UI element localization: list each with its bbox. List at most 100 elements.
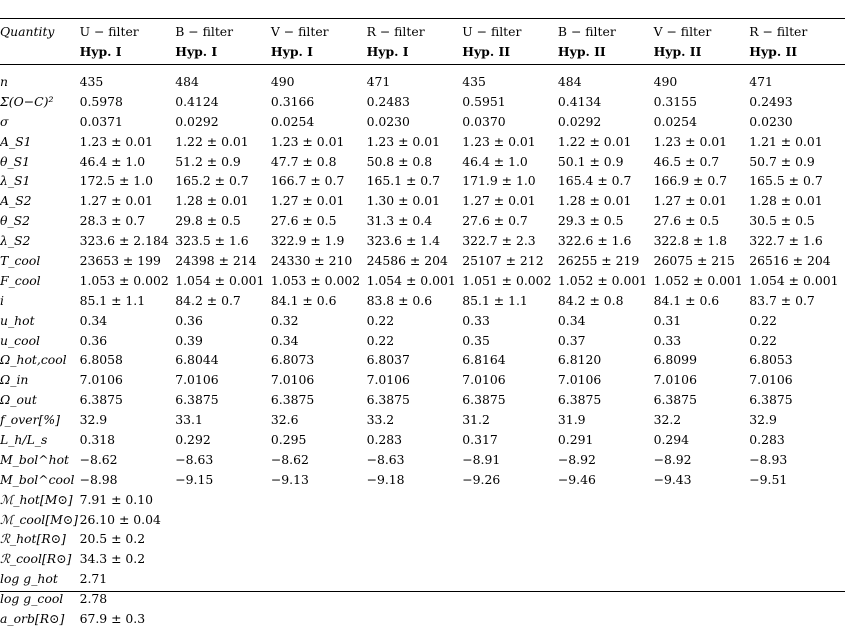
table-cell: 6.8058	[79, 352, 123, 368]
table-cell: 6.3875	[557, 392, 602, 408]
table-cell: 1.053 ± 0.002	[270, 272, 361, 288]
table-cell: −8.62	[270, 451, 309, 467]
table-row: λ_S2 323.6 ± 2.184 323.5 ± 1.6 322.9 ± 1.9 3…	[0, 233, 845, 253]
table-cell: 0.0254	[270, 113, 315, 129]
table-cell: 6.3875	[653, 392, 697, 408]
table-cell: 32.9	[79, 412, 108, 428]
row-label: log g_cool	[0, 591, 64, 607]
table-cell: 0.34	[557, 312, 586, 328]
table-cell: 1.28 ± 0.01	[749, 193, 823, 209]
table-cell: 165.4 ± 0.7	[557, 173, 632, 189]
table-row: θ_S2 28.3 ± 0.7 29.8 ± 0.5 27.6 ± 0.5 31.3 ±…	[0, 213, 845, 233]
table-cell	[749, 611, 845, 631]
table-cell: 0.3166	[270, 93, 315, 109]
table-row: Ω_hot,cool 6.8058 6.8044 6.8073 6.8037 6.8164…	[0, 352, 845, 372]
table-cell: 7.0106	[270, 372, 315, 388]
table-cell: 0.33	[462, 312, 490, 328]
header-filter: B − filter	[175, 24, 234, 39]
table-cell	[749, 551, 845, 571]
table-cell: 0.0230	[366, 113, 410, 129]
table-cell: 0.3155	[653, 93, 697, 109]
table-cell	[271, 591, 367, 611]
table-cell: 29.8 ± 0.5	[175, 213, 241, 229]
table-cell: 50.1 ± 0.9	[557, 153, 624, 169]
table-cell: 83.8 ± 0.6	[366, 292, 433, 308]
table-cell: 51.2 ± 0.9	[175, 153, 241, 169]
table-cell	[367, 551, 463, 571]
table-cell	[175, 531, 271, 551]
table-row: σ 0.0371 0.0292 0.0254 0.0230 0.0370 0.0292 0.0…	[0, 114, 845, 134]
table-cell: 31.3 ± 0.4	[366, 213, 433, 229]
row-label: ℛ_hot[R⊙]	[0, 531, 66, 547]
table-cell: 29.3 ± 0.5	[557, 213, 624, 229]
table-cell: −8.92	[653, 451, 692, 467]
table-cell: 1.051 ± 0.002	[462, 272, 552, 288]
table-cell	[462, 591, 558, 611]
table-cell: 165.1 ± 0.7	[366, 173, 441, 189]
table-cell: 1.054 ± 0.001	[175, 272, 265, 288]
table-row: A_S2 1.27 ± 0.01 1.28 ± 0.01 1.27 ± 0.01 1.3…	[0, 193, 845, 213]
table-cell: 7.91 ± 0.10	[79, 491, 153, 507]
table-cell: 50.8 ± 0.8	[366, 153, 433, 169]
row-label: λ_S1	[0, 173, 31, 189]
table-cell: −8.93	[749, 451, 788, 467]
table-cell: 0.22	[366, 312, 395, 328]
table-cell: 84.2 ± 0.8	[557, 292, 624, 308]
table-cell: 27.6 ± 0.5	[653, 213, 720, 229]
table-cell: 0.35	[462, 332, 490, 348]
table-row: ℛ_hot[R⊙] 20.5 ± 0.2	[0, 531, 845, 551]
table-cell: −9.43	[653, 471, 692, 487]
table-cell: 24330 ± 210	[270, 253, 353, 269]
table-row: Ω_in 7.0106 7.0106 7.0106 7.0106 7.0106 7.0106…	[0, 372, 845, 392]
table-cell: 166.7 ± 0.7	[270, 173, 345, 189]
table-cell: 1.054 ± 0.001	[366, 272, 456, 288]
table-cell: 471	[366, 74, 391, 89]
table-cell: 1.27 ± 0.01	[79, 193, 153, 209]
table-cell: 1.052 ± 0.001	[653, 272, 743, 288]
row-label: Σ(O−C)²	[0, 93, 54, 109]
table-cell: 490	[270, 74, 295, 89]
header-hyp: Hyp. II	[749, 44, 798, 59]
table-row: u_hot 0.34 0.36 0.32 0.22 0.33 0.34 0.31 0.22	[0, 313, 845, 333]
table-row: θ_S1 46.4 ± 1.0 51.2 ± 0.9 47.7 ± 0.8 50.8 ±…	[0, 154, 845, 174]
table-cell: 172.5 ± 1.0	[79, 173, 153, 189]
table-cell: −9.51	[749, 471, 788, 487]
table-cell: 7.0106	[366, 372, 410, 388]
table-cell: 0.39	[175, 332, 203, 348]
table-row: log g_cool 2.78	[0, 591, 845, 611]
row-label: Ω_out	[0, 392, 37, 408]
header-hyp: Hyp. I	[79, 44, 122, 59]
header-filter: V − filter	[653, 24, 712, 39]
table-cell: 85.1 ± 1.1	[462, 292, 528, 308]
table-cell: 25107 ± 212	[462, 253, 544, 269]
table-cell: 0.4134	[557, 93, 602, 109]
table-cell	[558, 551, 654, 571]
table-cell: 26075 ± 215	[653, 253, 735, 269]
row-label: ℛ_cool[R⊙]	[0, 551, 72, 567]
table-row: F_cool 1.053 ± 0.002 1.054 ± 0.001 1.053 ± …	[0, 273, 845, 293]
table-cell: 435	[462, 74, 486, 89]
table-cell: 0.295	[270, 432, 307, 448]
row-label: ℳ_hot[M⊙]	[0, 491, 73, 507]
table-row: ℳ_cool[M⊙] 26.10 ± 0.04	[0, 512, 845, 532]
table-cell: 1.30 ± 0.01	[366, 193, 441, 209]
table-cell: 0.294	[653, 432, 690, 448]
table-cell	[175, 512, 271, 532]
table-cell: 1.23 ± 0.01	[462, 133, 536, 149]
table-cell: 84.1 ± 0.6	[653, 292, 720, 308]
row-label: a_orb[R⊙]	[0, 611, 65, 627]
table-cell: 27.6 ± 0.7	[462, 213, 528, 229]
table-cell	[175, 551, 271, 571]
table-cell: 0.34	[270, 332, 299, 348]
row-label: A_S1	[0, 133, 32, 149]
bottom-rule	[0, 591, 845, 592]
table-page: Quantity U − filter B − filter V − filte…	[0, 18, 845, 626]
table-cell: 322.7 ± 1.6	[749, 233, 823, 249]
table-cell	[462, 611, 558, 631]
table-row: log g_hot 2.71	[0, 571, 845, 591]
table-cell: 1.23 ± 0.01	[366, 133, 441, 149]
table-cell	[749, 591, 845, 611]
table-cell	[749, 492, 845, 512]
table-row: ℳ_hot[M⊙] 7.91 ± 0.10	[0, 492, 845, 512]
table-cell: 1.27 ± 0.01	[270, 193, 345, 209]
